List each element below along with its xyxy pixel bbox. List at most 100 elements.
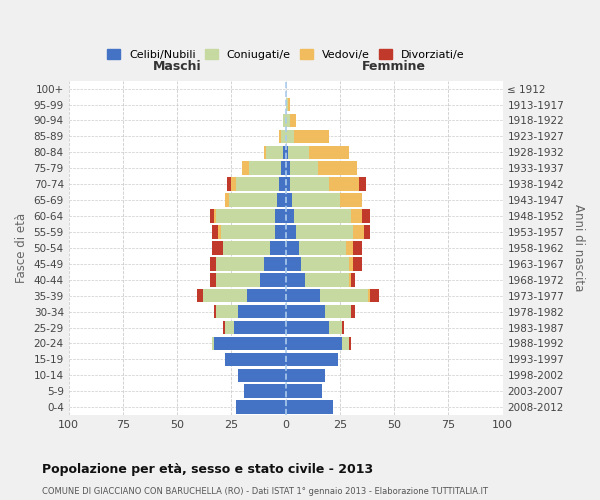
Bar: [294, 210, 350, 223]
Bar: [349, 273, 350, 286]
Bar: [301, 257, 349, 270]
Bar: [305, 273, 349, 286]
Bar: [370, 289, 379, 302]
Bar: [275, 225, 286, 238]
Bar: [346, 241, 353, 254]
Bar: [233, 321, 286, 334]
Bar: [286, 289, 320, 302]
Bar: [264, 146, 266, 159]
Bar: [350, 210, 362, 223]
Bar: [340, 194, 362, 207]
Bar: [286, 210, 294, 223]
Bar: [286, 321, 329, 334]
Bar: [218, 225, 221, 238]
Bar: [290, 178, 329, 191]
Bar: [342, 321, 344, 334]
Text: Maschi: Maschi: [153, 60, 202, 74]
Bar: [216, 305, 238, 318]
Bar: [286, 225, 296, 238]
Bar: [294, 130, 329, 143]
Bar: [216, 273, 260, 286]
Bar: [216, 257, 264, 270]
Bar: [225, 352, 286, 366]
Bar: [286, 368, 325, 382]
Bar: [286, 98, 288, 112]
Bar: [225, 321, 233, 334]
Bar: [229, 194, 277, 207]
Bar: [286, 273, 305, 286]
Bar: [271, 241, 286, 254]
Bar: [320, 289, 368, 302]
Bar: [260, 273, 286, 286]
Bar: [283, 114, 286, 127]
Bar: [325, 305, 350, 318]
Legend: Celibi/Nubili, Coniugati/e, Vedovi/e, Divorziati/e: Celibi/Nubili, Coniugati/e, Vedovi/e, Di…: [103, 46, 468, 64]
Bar: [368, 289, 370, 302]
Bar: [350, 305, 355, 318]
Y-axis label: Fasce di età: Fasce di età: [15, 213, 28, 283]
Bar: [318, 162, 357, 175]
Bar: [238, 368, 286, 382]
Text: Popolazione per età, sesso e stato civile - 2013: Popolazione per età, sesso e stato civil…: [42, 462, 373, 475]
Bar: [290, 162, 318, 175]
Bar: [299, 241, 346, 254]
Bar: [286, 305, 325, 318]
Bar: [209, 210, 214, 223]
Bar: [362, 210, 370, 223]
Bar: [283, 146, 286, 159]
Bar: [292, 194, 340, 207]
Bar: [353, 257, 362, 270]
Bar: [349, 336, 350, 350]
Bar: [275, 210, 286, 223]
Bar: [214, 305, 216, 318]
Bar: [350, 273, 355, 286]
Bar: [279, 130, 281, 143]
Bar: [227, 178, 232, 191]
Bar: [310, 146, 349, 159]
Bar: [342, 336, 349, 350]
Bar: [296, 225, 353, 238]
Y-axis label: Anni di nascita: Anni di nascita: [572, 204, 585, 292]
Bar: [279, 178, 286, 191]
Bar: [223, 321, 225, 334]
Bar: [212, 336, 214, 350]
Bar: [286, 384, 322, 398]
Bar: [349, 257, 353, 270]
Bar: [244, 384, 286, 398]
Bar: [236, 178, 279, 191]
Bar: [209, 257, 216, 270]
Bar: [286, 146, 288, 159]
Bar: [223, 241, 271, 254]
Bar: [242, 162, 249, 175]
Bar: [225, 194, 229, 207]
Bar: [281, 162, 286, 175]
Bar: [290, 114, 296, 127]
Bar: [212, 225, 218, 238]
Bar: [266, 146, 283, 159]
Bar: [238, 305, 286, 318]
Bar: [286, 194, 292, 207]
Bar: [249, 162, 281, 175]
Bar: [286, 336, 342, 350]
Bar: [214, 336, 286, 350]
Bar: [264, 257, 286, 270]
Bar: [353, 241, 362, 254]
Bar: [286, 178, 290, 191]
Bar: [286, 241, 299, 254]
Bar: [203, 289, 247, 302]
Bar: [209, 273, 216, 286]
Bar: [329, 321, 342, 334]
Bar: [286, 352, 338, 366]
Bar: [286, 400, 334, 414]
Bar: [286, 257, 301, 270]
Bar: [286, 114, 290, 127]
Bar: [247, 289, 286, 302]
Text: COMUNE DI GIACCIANO CON BARUCHELLA (RO) - Dati ISTAT 1° gennaio 2013 - Elaborazi: COMUNE DI GIACCIANO CON BARUCHELLA (RO) …: [42, 488, 488, 496]
Bar: [232, 178, 236, 191]
Bar: [214, 210, 216, 223]
Bar: [236, 400, 286, 414]
Bar: [197, 289, 203, 302]
Bar: [364, 225, 370, 238]
Bar: [212, 241, 223, 254]
Bar: [359, 178, 366, 191]
